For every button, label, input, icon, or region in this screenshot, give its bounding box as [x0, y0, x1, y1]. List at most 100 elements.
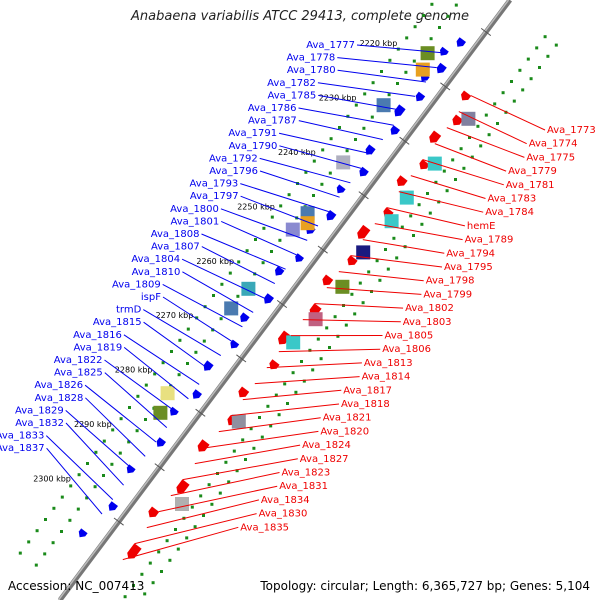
leader-line-right [458, 111, 527, 145]
leader-line-left [240, 195, 319, 227]
guide-dot [110, 462, 114, 466]
guide-dot [68, 518, 72, 522]
gene-label-left: Ava_1807 [151, 242, 200, 253]
guide-dot [207, 483, 211, 487]
guide-dot [236, 294, 240, 298]
map-title: Anabaena variabilis ATCC 29413, complete… [131, 9, 469, 24]
gene-label-left: Ava_1793 [190, 179, 239, 190]
guide-dot [446, 14, 450, 18]
guide-dot [249, 427, 253, 431]
guide-dot [169, 384, 173, 388]
gene-label-left: Ava_1828 [35, 393, 84, 404]
guide-dot [412, 234, 415, 237]
kbp-label: 2230 kbp [319, 94, 357, 103]
leader-line-left [259, 157, 351, 184]
leader-line-left [104, 372, 168, 428]
gene-label-right: Ava_1795 [444, 262, 493, 273]
gene-arrow-minus [230, 339, 240, 349]
gene-label-right: Ava_1818 [341, 399, 390, 410]
guide-dot [219, 317, 223, 321]
guide-dot [409, 214, 413, 218]
gene-label-right: Ava_1823 [282, 468, 331, 479]
guide-dot [211, 328, 215, 332]
leader-line-left [143, 321, 211, 371]
gene-label-left: Ava_1809 [112, 279, 161, 290]
guide-dot [405, 36, 409, 40]
leader-line-right [182, 458, 298, 481]
gene-label-right: Ava_1803 [403, 317, 452, 328]
gene-label-left: Ava_1833 [0, 431, 44, 442]
guide-dot [521, 88, 525, 92]
gene-label-right: Ava_1835 [240, 522, 289, 533]
guide-dot [454, 178, 457, 181]
leader-line-right [398, 191, 484, 213]
gene-label-left: Ava_1797 [190, 191, 239, 202]
guide-dot [128, 406, 131, 409]
guide-dot [212, 294, 215, 297]
guide-dot [312, 159, 316, 163]
gene-label-right: Ava_1799 [423, 289, 472, 300]
guide-dot [258, 416, 261, 419]
gene-label-left: Ava_1778 [287, 53, 336, 64]
guide-dot [252, 446, 256, 450]
kbp-label: 2250 kbp [237, 202, 275, 211]
kbp-label: 2220 kbp [360, 39, 398, 48]
leader-line-right [242, 389, 342, 401]
feature-box [231, 414, 246, 429]
guide-dot [320, 182, 324, 186]
guide-dot [254, 238, 257, 241]
guide-dot [157, 550, 161, 554]
leader-line-right [218, 417, 321, 433]
guide-dot [438, 26, 441, 29]
gene-arrow-minus [240, 312, 250, 322]
kbp-tick [399, 136, 410, 145]
kbp-label: 2240 kbp [278, 148, 316, 157]
guide-dot [294, 390, 298, 394]
guide-dot [417, 203, 421, 207]
gene-label-left: Ava_1786 [248, 103, 297, 114]
gene-label-left: Ava_1816 [73, 330, 122, 341]
leader-line-right [254, 376, 360, 385]
guide-dot [370, 290, 373, 293]
leader-line-right [434, 143, 507, 172]
leader-line-right [338, 271, 424, 282]
feature-box [308, 312, 323, 327]
guide-dot [479, 144, 483, 148]
gene-arrow-minus [440, 46, 449, 56]
leader-line-left [162, 283, 243, 328]
guide-dot [319, 357, 323, 361]
feature-box [336, 155, 351, 170]
guide-dot [119, 417, 123, 421]
gene-label-left: Ava_1777 [306, 40, 355, 51]
guide-dot [363, 92, 367, 96]
gene-label-left: Ava_1819 [73, 342, 122, 353]
leader-line-left [123, 347, 189, 400]
guide-dot [27, 540, 31, 544]
guide-dot [235, 469, 239, 473]
gene-label-left: Ava_1801 [170, 216, 219, 227]
leader-line-right [422, 159, 504, 186]
leader-line-right [386, 207, 466, 227]
leader-line-left [85, 397, 146, 457]
guide-dot [140, 572, 144, 576]
guide-dot [60, 495, 64, 499]
leader-line-right [266, 362, 362, 369]
guide-dot [262, 226, 266, 230]
guide-dot [543, 35, 547, 39]
gene-label-right: hemE [467, 221, 496, 232]
guide-dot [237, 260, 241, 264]
feature-box [356, 245, 371, 260]
guide-dot [442, 169, 446, 173]
guide-dot [176, 547, 180, 551]
gene-label-right: Ava_1775 [526, 152, 575, 163]
gene-arrow-minus [336, 184, 346, 194]
leader-line-left [45, 435, 114, 500]
gene-label-left: Ava_1791 [228, 128, 277, 139]
feature-box [160, 386, 175, 401]
leader-line-right [134, 513, 257, 545]
gene-arrow-plus [278, 330, 292, 345]
gene-label-left: Ava_1790 [229, 141, 278, 152]
guide-dot [535, 46, 539, 50]
guide-dot [451, 158, 455, 162]
leader-line-left [278, 132, 373, 155]
